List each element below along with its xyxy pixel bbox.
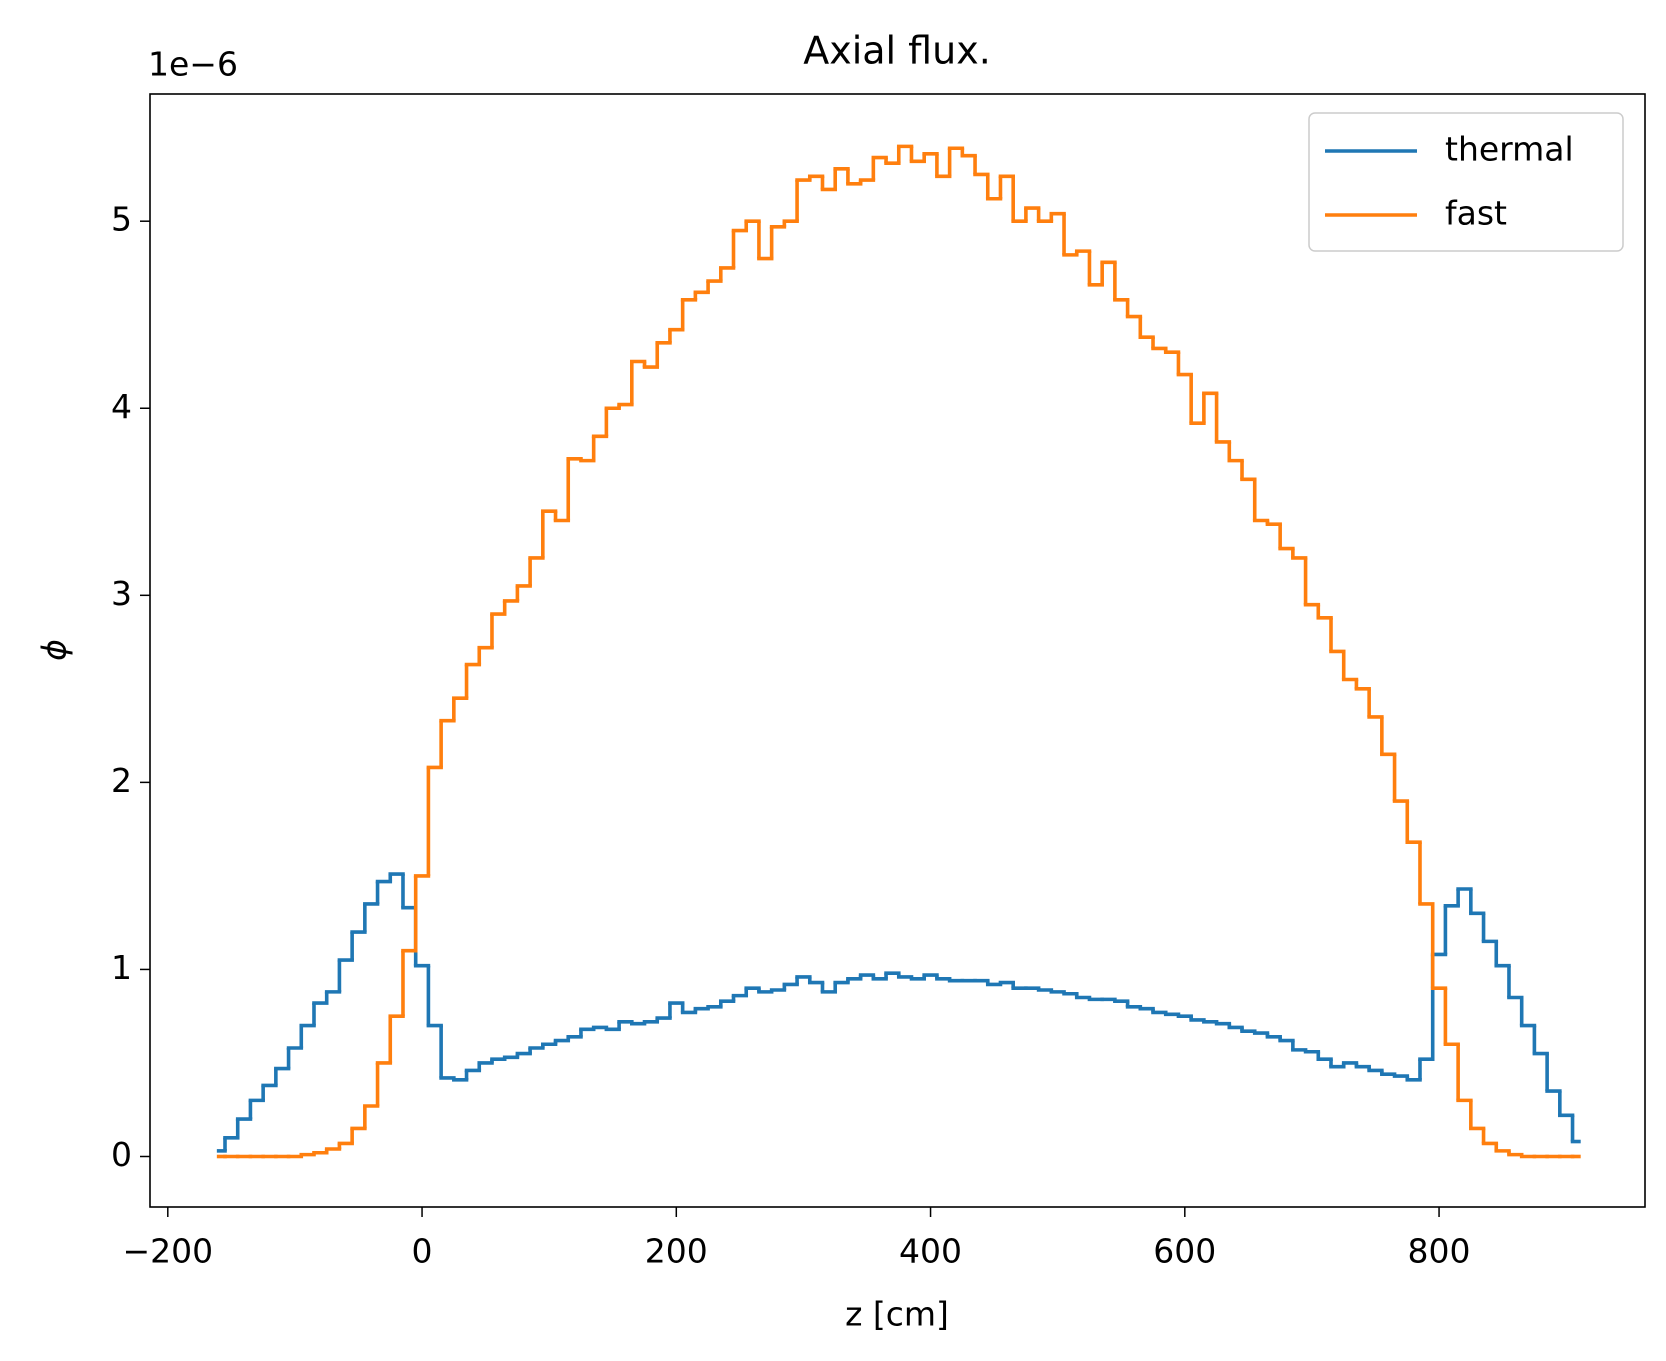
x-tick-label: 0 — [412, 1232, 433, 1271]
y-tick-label: 1 — [111, 948, 132, 987]
legend-label: fast — [1445, 194, 1507, 233]
plot-frame — [149, 93, 1646, 1208]
y-tick-label: 4 — [111, 387, 132, 426]
x-tick-label: 400 — [899, 1232, 962, 1271]
step-riser — [223, 874, 1575, 1151]
x-tick-label: −200 — [122, 1232, 213, 1271]
chart-title: Axial flux. — [803, 29, 991, 73]
y-axis-label: ϕ — [35, 639, 74, 661]
y-tick-label: 2 — [111, 761, 132, 800]
series — [216, 144, 1581, 1159]
y-tick-label: 0 — [111, 1135, 132, 1174]
y-tick-label: 5 — [111, 200, 132, 239]
step-riser — [299, 146, 1524, 1157]
x-tick-label: 600 — [1153, 1232, 1216, 1271]
x-tick-label: 200 — [645, 1232, 708, 1271]
legend-label: thermal — [1445, 130, 1574, 169]
series — [216, 872, 1581, 1153]
x-axis-label: z [cm] — [845, 1295, 949, 1334]
x-tick-label: 800 — [1408, 1232, 1471, 1271]
y-tick-label: 3 — [111, 574, 132, 613]
offset-label: 1e−6 — [148, 45, 238, 84]
